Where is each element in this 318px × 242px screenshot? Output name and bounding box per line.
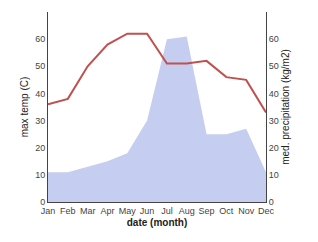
svg-text:Sep: Sep: [199, 206, 215, 216]
svg-text:Dec: Dec: [258, 206, 275, 216]
svg-text:Apr: Apr: [100, 206, 114, 216]
svg-text:Jan: Jan: [41, 206, 56, 216]
svg-text:May: May: [119, 206, 137, 216]
svg-text:60: 60: [35, 34, 45, 44]
svg-text:40: 40: [269, 89, 279, 99]
svg-text:50: 50: [35, 61, 45, 71]
svg-text:Mar: Mar: [80, 206, 96, 216]
svg-text:30: 30: [35, 116, 45, 126]
svg-text:Jun: Jun: [140, 206, 155, 216]
svg-text:10: 10: [269, 170, 279, 180]
svg-text:Nov: Nov: [238, 206, 255, 216]
svg-text:10: 10: [35, 170, 45, 180]
svg-text:med. precipitation (kg/m2): med. precipitation (kg/m2): [280, 49, 291, 165]
svg-text:Oct: Oct: [219, 206, 234, 216]
svg-text:20: 20: [35, 143, 45, 153]
svg-text:40: 40: [35, 89, 45, 99]
svg-text:max temp (C): max temp (C): [19, 77, 30, 138]
svg-text:date (month): date (month): [127, 217, 188, 228]
svg-text:50: 50: [269, 61, 279, 71]
svg-text:Jul: Jul: [161, 206, 173, 216]
svg-text:60: 60: [269, 34, 279, 44]
svg-text:30: 30: [269, 116, 279, 126]
svg-text:0: 0: [40, 197, 45, 207]
svg-text:20: 20: [269, 143, 279, 153]
svg-text:Feb: Feb: [60, 206, 76, 216]
svg-text:Aug: Aug: [179, 206, 195, 216]
svg-text:0: 0: [269, 197, 274, 207]
